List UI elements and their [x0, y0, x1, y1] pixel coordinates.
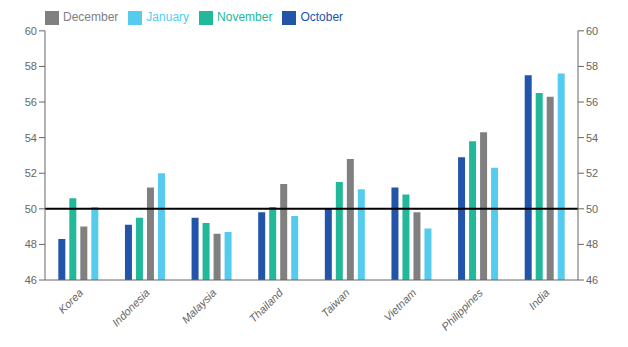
svg-text:Philippines: Philippines	[439, 286, 485, 332]
html-text:January: January	[146, 10, 190, 24]
svg-text:Thailand: Thailand	[247, 286, 286, 325]
html-text:October: October	[300, 10, 344, 24]
svg-text:56: 56	[25, 96, 37, 108]
svg-text:46: 46	[586, 274, 598, 286]
svg-text:Vietnam: Vietnam	[381, 286, 418, 323]
svg-text:58: 58	[25, 60, 37, 72]
svg-text:Malaysia: Malaysia	[179, 286, 218, 325]
svg-text:50: 50	[586, 203, 598, 215]
svg-text:48: 48	[25, 238, 37, 250]
svg-text:48: 48	[586, 238, 598, 250]
svg-text:Indonesia: Indonesia	[110, 286, 152, 328]
svg-text:50: 50	[25, 203, 37, 215]
svg-text:60: 60	[586, 25, 598, 37]
html-text:December: December	[63, 10, 119, 24]
svg-text:56: 56	[586, 96, 598, 108]
svg-text:54: 54	[586, 132, 598, 144]
svg-text:52: 52	[586, 167, 598, 179]
svg-text:Taiwan: Taiwan	[319, 286, 352, 319]
svg-text:46: 46	[25, 274, 37, 286]
svg-text:54: 54	[25, 132, 37, 144]
svg-text:India: India	[526, 286, 551, 311]
svg-text:Korea: Korea	[56, 286, 85, 315]
html-text:November: November	[217, 10, 273, 24]
svg-text:52: 52	[25, 167, 37, 179]
svg-text:58: 58	[586, 60, 598, 72]
svg-text:60: 60	[25, 25, 37, 37]
